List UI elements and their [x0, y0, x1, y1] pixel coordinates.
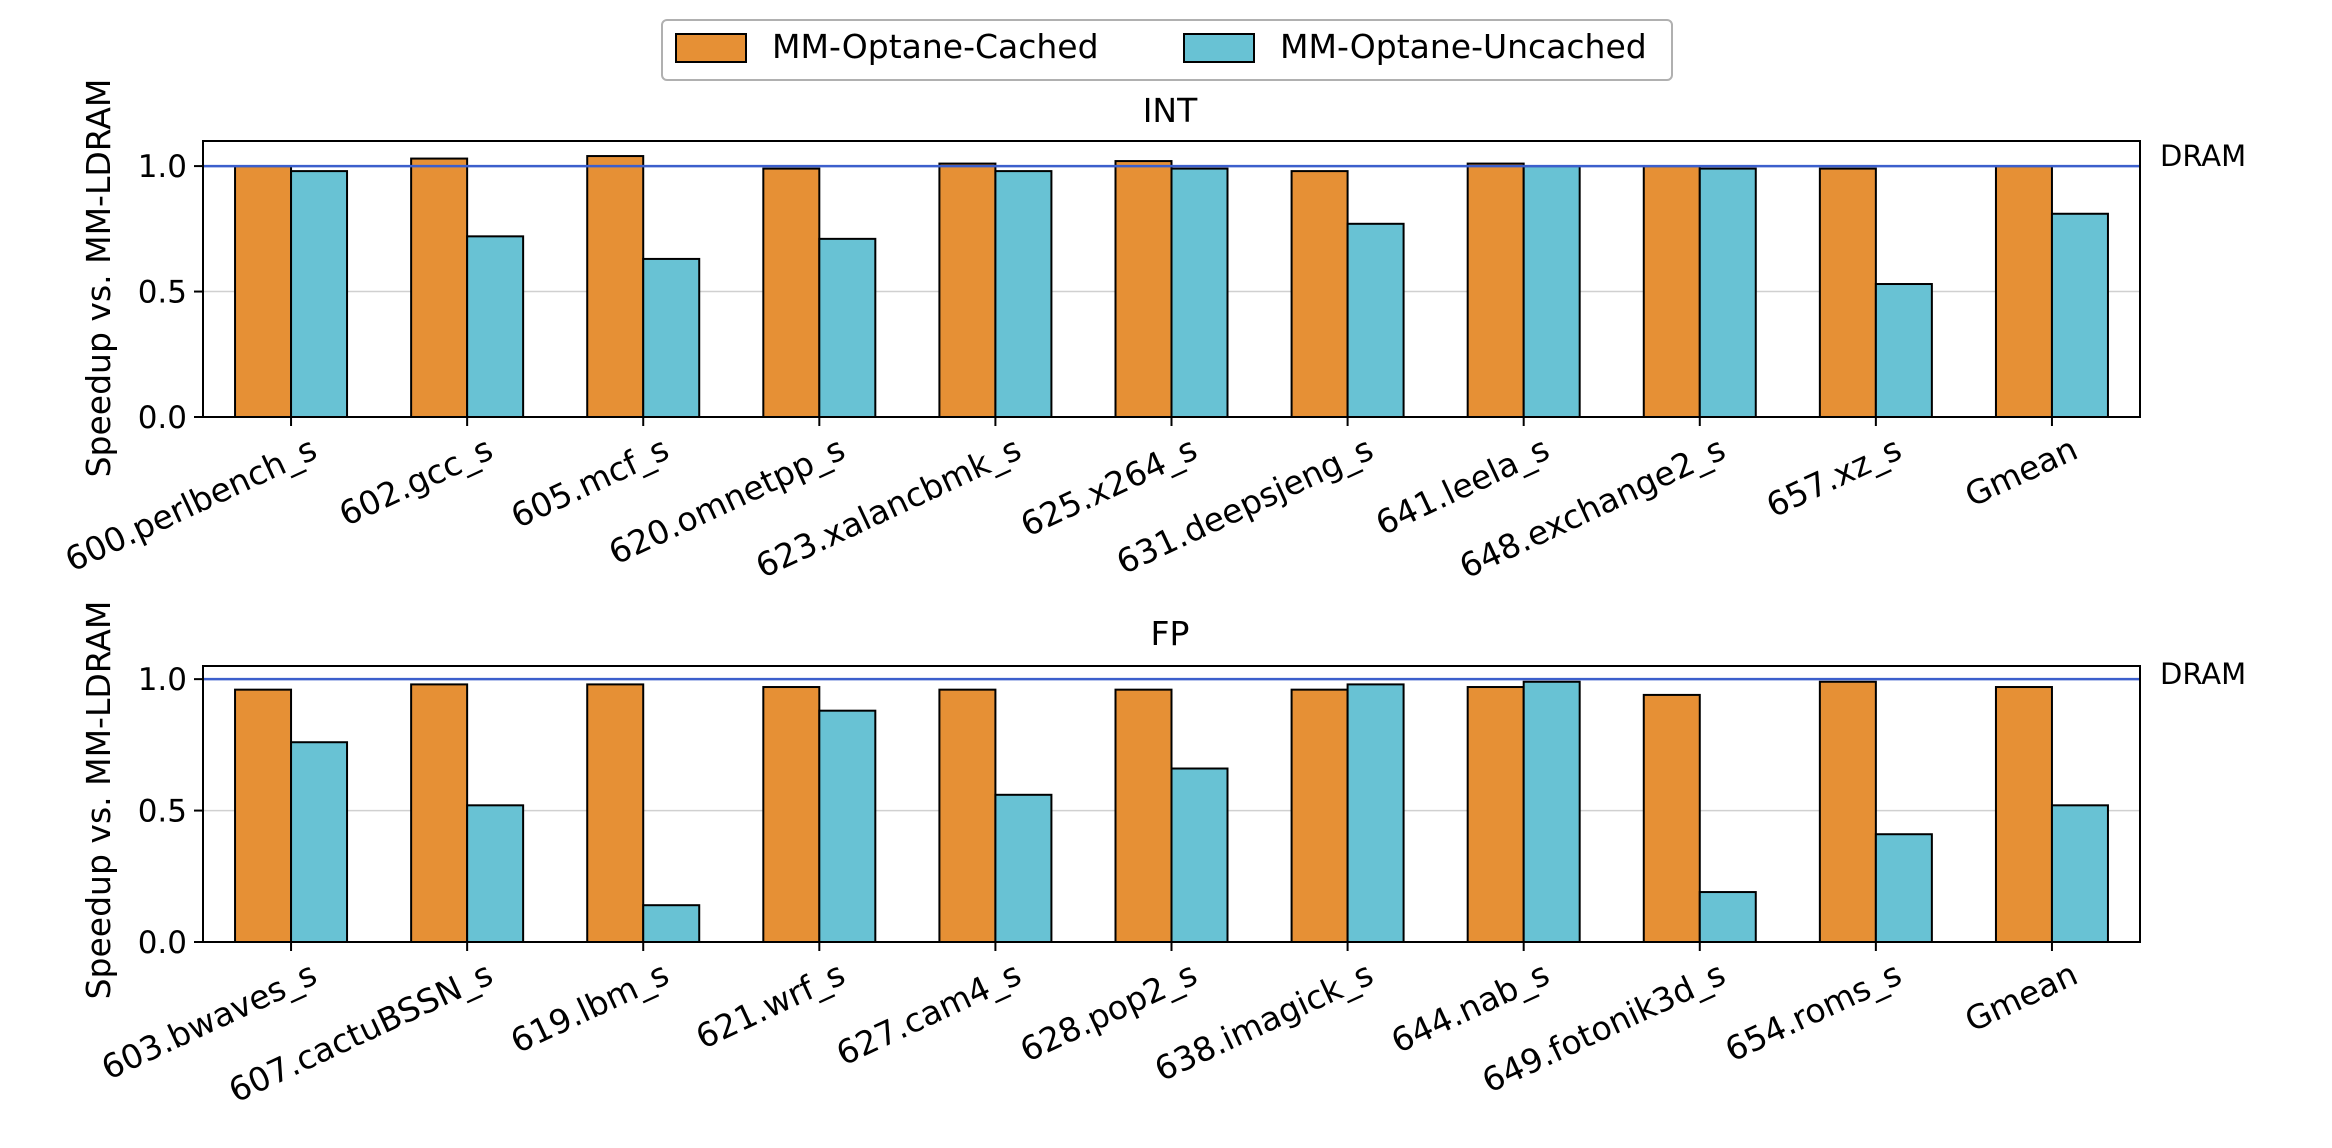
bar-fp-603-bwaves-s-uncached — [290, 741, 349, 943]
bar-fp-638-imagick-s-uncached — [1346, 683, 1405, 944]
int-y-tick-label: 0.5 — [138, 275, 187, 311]
bar-fp-649-fotonik3d-s-uncached — [1698, 891, 1757, 943]
bar-fp-654-roms-s-cached — [1818, 680, 1877, 943]
fp-dram-label: DRAM — [2160, 657, 2246, 691]
fp-y-tick-label: 1.0 — [138, 662, 187, 698]
bar-fp-619-lbm-s-uncached — [642, 904, 701, 944]
bar-int-600-perlbench-s-uncached — [290, 170, 349, 418]
bar-int-gmean-cached — [1994, 165, 2053, 418]
bar-fp-619-lbm-s-cached — [586, 683, 645, 944]
bar-fp-607-cactubssn-s-uncached — [466, 804, 525, 943]
int-plot-frame — [202, 140, 2141, 418]
legend-label-uncached: MM-Optane-Uncached — [1280, 27, 1647, 66]
fp-y-axis-label: Speedup vs. MM-LDRAM — [79, 601, 118, 1000]
bar-fp-603-bwaves-s-cached — [234, 688, 293, 944]
bar-fp-gmean-cached — [1994, 686, 2053, 943]
bar-fp-649-fotonik3d-s-cached — [1642, 693, 1701, 944]
bar-fp-gmean-uncached — [2050, 804, 2109, 943]
fp-panel-title: FP — [1151, 614, 1190, 653]
bar-fp-638-imagick-s-cached — [1290, 688, 1349, 944]
int-y-tick-label: 1.0 — [138, 149, 187, 185]
bar-int-623-xalancbmk-s-uncached — [994, 170, 1053, 418]
legend-frame — [661, 19, 1673, 81]
bar-int-631-deepsjeng-s-cached — [1290, 170, 1349, 418]
bar-int-620-omnetpp-s-cached — [762, 167, 821, 418]
fp-y-tick-label: 0.0 — [138, 925, 187, 961]
bar-int-648-exchange2-s-uncached — [1698, 167, 1757, 418]
int-y-tick-label: 0.0 — [138, 400, 187, 436]
legend-swatch-uncached — [1183, 33, 1255, 63]
bar-int-602-gcc-s-uncached — [466, 235, 525, 418]
bar-int-605-mcf-s-cached — [586, 155, 645, 419]
bar-int-641-leela-s-uncached — [1522, 165, 1581, 418]
legend-label-cached: MM-Optane-Cached — [772, 27, 1099, 66]
bar-int-602-gcc-s-cached — [410, 157, 469, 418]
int-panel-title: INT — [1143, 91, 1198, 130]
int-dram-label: DRAM — [2160, 139, 2246, 173]
bar-fp-627-cam4-s-cached — [938, 688, 997, 944]
bar-fp-644-nab-s-uncached — [1522, 680, 1581, 943]
bar-fp-628-pop2-s-uncached — [1170, 767, 1229, 943]
bar-fp-654-roms-s-uncached — [1874, 833, 1933, 944]
bar-int-625-x264-s-uncached — [1170, 167, 1229, 418]
bar-int-gmean-uncached — [2050, 212, 2109, 418]
bar-int-657-xz-s-cached — [1818, 167, 1877, 418]
legend: MM-Optane-Cached MM-Optane-Uncached — [661, 19, 1673, 81]
bar-int-657-xz-s-uncached — [1874, 283, 1933, 418]
bar-fp-607-cactubssn-s-cached — [410, 683, 469, 944]
bar-int-641-leela-s-cached — [1466, 162, 1525, 418]
bar-fp-628-pop2-s-cached — [1114, 688, 1173, 944]
bar-fp-627-cam4-s-uncached — [994, 793, 1053, 943]
bar-int-600-perlbench-s-cached — [234, 165, 293, 418]
bar-int-623-xalancbmk-s-cached — [938, 162, 997, 418]
bar-int-620-omnetpp-s-uncached — [818, 237, 877, 418]
bar-fp-621-wrf-s-uncached — [818, 709, 877, 944]
fp-plot-frame — [202, 665, 2141, 943]
bar-fp-644-nab-s-cached — [1466, 686, 1525, 943]
bar-int-625-x264-s-cached — [1114, 160, 1173, 418]
bar-int-631-deepsjeng-s-uncached — [1346, 222, 1405, 418]
legend-swatch-cached — [675, 33, 747, 63]
bar-int-605-mcf-s-uncached — [642, 257, 701, 418]
int-y-axis-label: Speedup vs. MM-LDRAM — [79, 79, 118, 478]
bar-fp-621-wrf-s-cached — [762, 686, 821, 943]
bar-int-648-exchange2-s-cached — [1642, 165, 1701, 418]
fp-y-tick-label: 0.5 — [138, 794, 187, 830]
